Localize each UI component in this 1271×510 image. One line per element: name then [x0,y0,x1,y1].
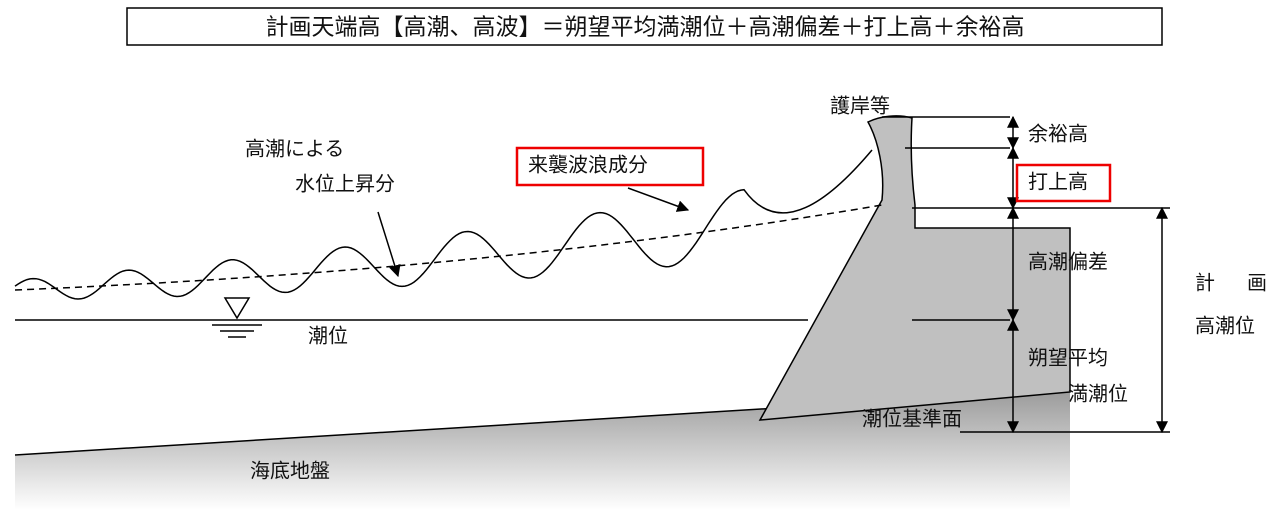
label: 計画 [1195,271,1271,295]
title: 計画天端高【高潮、高波】＝朔望平均満潮位＋高潮偏差＋打上高＋余裕高 [266,15,1025,41]
label: 余裕高 [1028,122,1088,146]
label: 護岸等 [830,94,890,118]
label: 高潮偏差 [1028,250,1108,274]
label: 海底地盤 [250,459,330,483]
seabed [15,390,1070,510]
label: 満潮位 [1068,382,1128,406]
wave-line [14,149,873,300]
arrow [377,211,401,278]
highlight-box [1015,163,1112,203]
label: 来襲波浪成分 [528,153,648,177]
label: 潮位 [308,324,348,348]
arrow [627,187,690,212]
title-box [126,7,1163,46]
label: 水位上昇分 [295,172,395,196]
dimension-lines [882,115,1170,434]
water-symbol [223,297,251,320]
highlight-box [515,146,705,187]
label: 朔望平均 [1028,346,1108,370]
label: 高潮による [245,137,344,161]
label: 潮位基準面 [862,407,962,431]
label: 打上高 [1028,170,1088,194]
seawall [758,115,1071,421]
label: 高潮位 [1195,314,1255,338]
